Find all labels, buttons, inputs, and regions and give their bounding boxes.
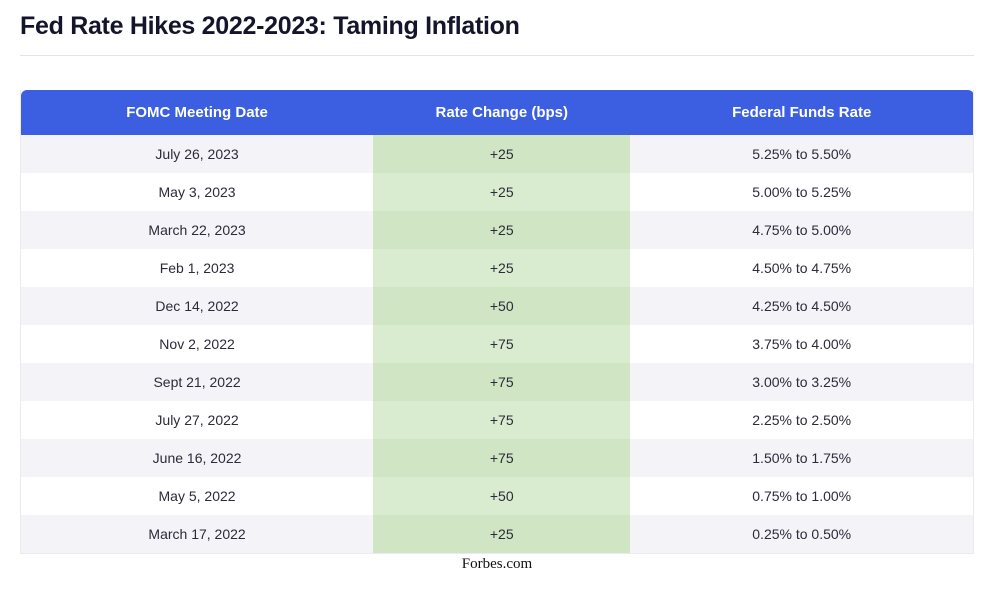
- cell-rate: 3.00% to 3.25%: [630, 363, 973, 401]
- table-row: Feb 1, 2023 +25 4.50% to 4.75%: [21, 249, 974, 287]
- cell-date: July 26, 2023: [21, 135, 374, 173]
- cell-change: +25: [373, 135, 630, 173]
- cell-date: Nov 2, 2022: [21, 325, 374, 363]
- cell-change: +25: [373, 173, 630, 211]
- source-attribution: Forbes.com: [20, 556, 974, 573]
- cell-change: +75: [373, 439, 630, 477]
- table-row: Sept 21, 2022 +75 3.00% to 3.25%: [21, 363, 974, 401]
- cell-change: +25: [373, 211, 630, 249]
- table-row: May 3, 2023 +25 5.00% to 5.25%: [21, 173, 974, 211]
- col-header-date: FOMC Meeting Date: [21, 90, 374, 135]
- rate-hikes-table: FOMC Meeting Date Rate Change (bps) Fede…: [20, 90, 974, 554]
- cell-change: +50: [373, 477, 630, 515]
- cell-rate: 2.25% to 2.50%: [630, 401, 973, 439]
- cell-rate: 1.50% to 1.75%: [630, 439, 973, 477]
- cell-rate: 5.25% to 5.50%: [630, 135, 973, 173]
- table-row: May 5, 2022 +50 0.75% to 1.00%: [21, 477, 974, 515]
- cell-change: +25: [373, 515, 630, 554]
- cell-change: +75: [373, 363, 630, 401]
- title-divider: [20, 55, 974, 56]
- col-header-change: Rate Change (bps): [373, 90, 630, 135]
- cell-rate: 0.75% to 1.00%: [630, 477, 973, 515]
- cell-rate: 0.25% to 0.50%: [630, 515, 973, 554]
- cell-date: May 3, 2023: [21, 173, 374, 211]
- cell-change: +50: [373, 287, 630, 325]
- cell-date: Dec 14, 2022: [21, 287, 374, 325]
- cell-date: May 5, 2022: [21, 477, 374, 515]
- table-row: July 27, 2022 +75 2.25% to 2.50%: [21, 401, 974, 439]
- cell-date: July 27, 2022: [21, 401, 374, 439]
- cell-change: +75: [373, 325, 630, 363]
- table-row: March 17, 2022 +25 0.25% to 0.50%: [21, 515, 974, 554]
- cell-rate: 4.50% to 4.75%: [630, 249, 973, 287]
- cell-date: June 16, 2022: [21, 439, 374, 477]
- table-row: June 16, 2022 +75 1.50% to 1.75%: [21, 439, 974, 477]
- page-title: Fed Rate Hikes 2022-2023: Taming Inflati…: [20, 12, 974, 41]
- cell-rate: 4.25% to 4.50%: [630, 287, 973, 325]
- cell-rate: 4.75% to 5.00%: [630, 211, 973, 249]
- cell-rate: 3.75% to 4.00%: [630, 325, 973, 363]
- table-row: Nov 2, 2022 +75 3.75% to 4.00%: [21, 325, 974, 363]
- table-row: Dec 14, 2022 +50 4.25% to 4.50%: [21, 287, 974, 325]
- cell-date: Sept 21, 2022: [21, 363, 374, 401]
- col-header-rate: Federal Funds Rate: [630, 90, 973, 135]
- cell-change: +75: [373, 401, 630, 439]
- cell-date: Feb 1, 2023: [21, 249, 374, 287]
- cell-rate: 5.00% to 5.25%: [630, 173, 973, 211]
- table-row: July 26, 2023 +25 5.25% to 5.50%: [21, 135, 974, 173]
- cell-date: March 17, 2022: [21, 515, 374, 554]
- table-row: March 22, 2023 +25 4.75% to 5.00%: [21, 211, 974, 249]
- table-header-row: FOMC Meeting Date Rate Change (bps) Fede…: [21, 90, 974, 135]
- cell-change: +25: [373, 249, 630, 287]
- cell-date: March 22, 2023: [21, 211, 374, 249]
